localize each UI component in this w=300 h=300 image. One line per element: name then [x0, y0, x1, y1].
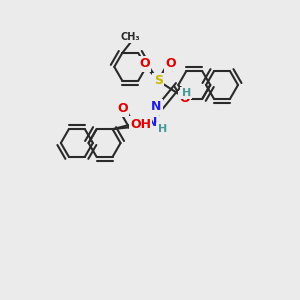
Text: O: O [179, 92, 190, 105]
Text: O: O [117, 103, 128, 116]
Text: S: S [154, 74, 163, 87]
Text: O: O [139, 57, 150, 70]
Text: H: H [158, 124, 167, 134]
Text: N: N [151, 100, 161, 113]
Text: N: N [147, 116, 158, 130]
Text: OH: OH [130, 118, 151, 130]
Text: H: H [182, 88, 191, 98]
Text: O: O [165, 57, 175, 70]
Text: CH₃: CH₃ [121, 32, 140, 42]
